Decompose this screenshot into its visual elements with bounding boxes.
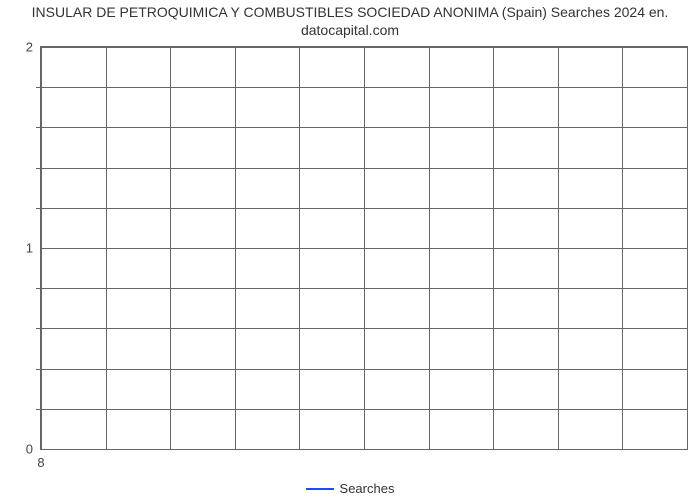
y-axis-minor-tick xyxy=(36,409,41,410)
gridline-horizontal xyxy=(41,168,687,169)
y-axis-tick-label: 0 xyxy=(26,442,33,457)
gridline-horizontal xyxy=(41,288,687,289)
y-axis-minor-tick xyxy=(36,127,41,128)
y-axis-minor-tick xyxy=(36,87,41,88)
gridline-horizontal xyxy=(41,208,687,209)
gridline-horizontal xyxy=(41,409,687,410)
gridline-horizontal xyxy=(41,127,687,128)
chart-container: INSULAR DE PETROQUIMICA Y COMBUSTIBLES S… xyxy=(0,0,700,500)
y-axis-minor-tick xyxy=(36,208,41,209)
legend-swatch xyxy=(306,488,334,490)
gridline-horizontal xyxy=(41,87,687,88)
plot-area: 0128 xyxy=(40,46,688,450)
y-axis-minor-tick xyxy=(36,328,41,329)
y-axis-minor-tick xyxy=(36,288,41,289)
chart-title-line1: INSULAR DE PETROQUIMICA Y COMBUSTIBLES S… xyxy=(32,4,669,20)
y-axis-minor-tick xyxy=(36,168,41,169)
gridline-horizontal xyxy=(41,449,687,450)
gridline-horizontal xyxy=(41,369,687,370)
legend: Searches xyxy=(0,480,700,496)
gridline-vertical xyxy=(687,47,688,449)
y-axis-tick-label: 2 xyxy=(26,40,33,55)
gridline-horizontal xyxy=(41,248,687,249)
gridline-horizontal xyxy=(41,328,687,329)
chart-title-line2: datocapital.com xyxy=(301,22,399,38)
y-axis-minor-tick xyxy=(36,369,41,370)
y-axis-tick-label: 1 xyxy=(26,241,33,256)
gridline-horizontal xyxy=(41,47,687,48)
x-axis-tick-label: 8 xyxy=(37,455,44,470)
legend-label: Searches xyxy=(340,481,395,496)
chart-title: INSULAR DE PETROQUIMICA Y COMBUSTIBLES S… xyxy=(0,4,700,39)
